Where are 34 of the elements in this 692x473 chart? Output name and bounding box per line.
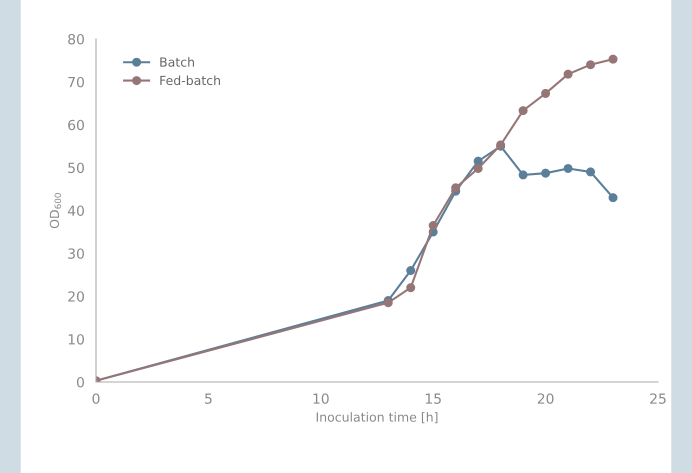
x-tick-label: 5 [205, 394, 212, 404]
point [406, 283, 416, 292]
point [541, 168, 550, 178]
y-tick-label: 80 [68, 34, 84, 44]
point [564, 70, 573, 79]
point [406, 266, 416, 276]
x-tick-label: 20 [538, 393, 554, 404]
y-tick-label: 0 [76, 376, 84, 388]
y-axis-title: OD$_{600}$ [50, 193, 62, 228]
y-tick-label: 20 [68, 291, 84, 302]
legend-label: Batch [160, 57, 194, 67]
point [586, 167, 596, 176]
point [541, 88, 550, 98]
y-tick-label: 60 [68, 120, 84, 130]
point [608, 193, 618, 202]
y-tick-label: 70 [68, 76, 84, 88]
point [608, 54, 618, 64]
point [451, 183, 460, 192]
legend-label: Fed-batch [160, 75, 220, 86]
y-tick-label: 40 [68, 205, 84, 216]
y-tick-label: 50 [68, 162, 84, 174]
point [428, 220, 438, 230]
point [564, 164, 573, 173]
x-tick-label: 0 [92, 393, 100, 404]
point [518, 106, 528, 116]
point [518, 170, 528, 180]
x-axis-title: Inoculation time [h] [316, 412, 438, 424]
point [474, 164, 483, 173]
y-tick-label: 30 [68, 248, 84, 259]
x-tick-label: 15 [426, 394, 441, 404]
point [586, 60, 596, 70]
x-tick-label: 10 [313, 393, 329, 404]
x-tick-label: 25 [650, 393, 666, 404]
y-tick-label: 10 [68, 334, 84, 345]
